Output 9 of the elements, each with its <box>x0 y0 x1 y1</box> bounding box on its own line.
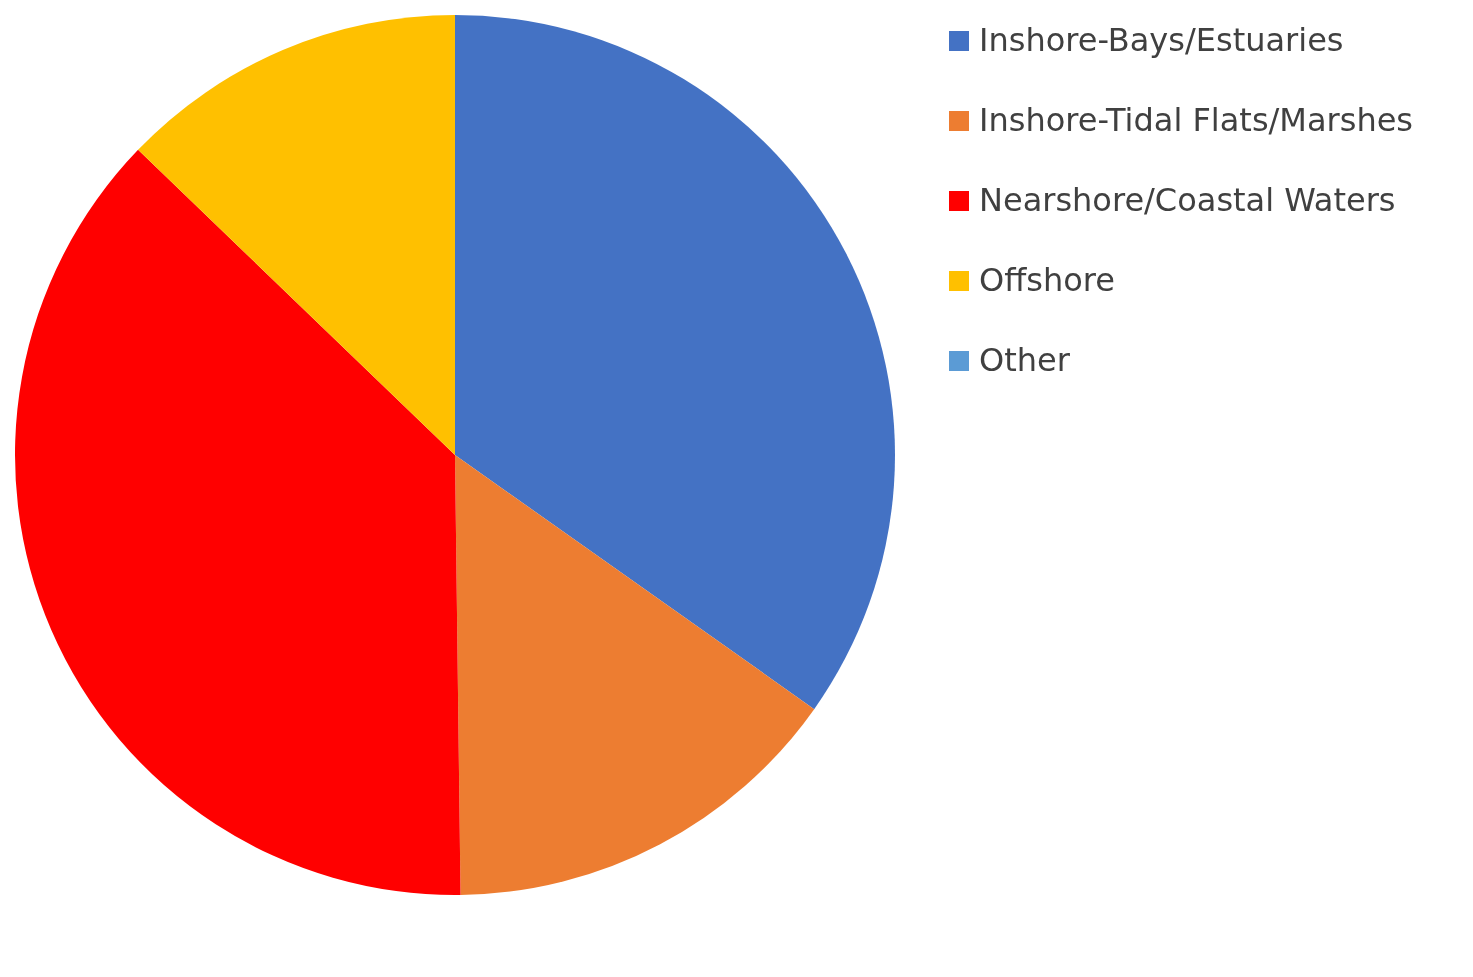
pie-slice <box>455 455 815 895</box>
legend-label: Other <box>979 341 1071 379</box>
pie-slice <box>15 149 461 895</box>
legend-label: Inshore-Bays/Estuaries <box>979 21 1344 59</box>
pie-slice <box>138 15 455 455</box>
pie-slice <box>455 15 895 710</box>
legend-label: Inshore-Tidal Flats/Marshes <box>979 101 1414 139</box>
legend-label: Offshore <box>979 261 1115 299</box>
legend-label: Nearshore/Coastal Waters <box>979 181 1396 219</box>
